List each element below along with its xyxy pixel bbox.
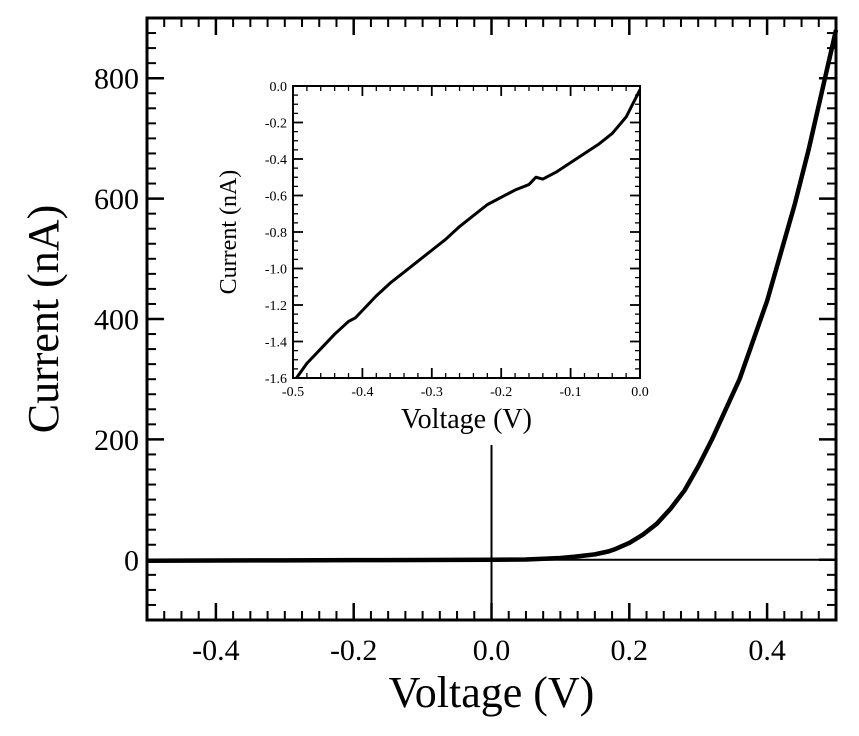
- main-y-tick-labels: 0 200 400 600 800: [94, 63, 139, 578]
- y-tick-label: -0.2: [265, 116, 287, 131]
- inset-plot: -0.5 -0.4 -0.3 -0.2 -0.1 0.0 0.0 -0.2 -0.4 -0.6 -…: [216, 80, 649, 435]
- y-tick-label: -0.4: [265, 153, 287, 168]
- y-tick-label: -1.6: [265, 372, 287, 387]
- inset-y-tick-labels: 0.0 -0.2 -0.4 -0.6 -0.8 -1.0 -1.2 -1.4 -1.6: [265, 80, 287, 387]
- x-tick-label: -0.2: [490, 385, 512, 400]
- inset-series: [295, 88, 642, 379]
- x-tick-label: -0.2: [330, 634, 378, 667]
- main-x-tick-labels: -0.4 -0.2 0.0 0.2 0.4: [192, 634, 786, 667]
- main-plot: -0.4 -0.2 0.0 0.2 0.4 0 200 400 600 800 Voltage …: [19, 16, 839, 717]
- main-major-ticks: [147, 18, 836, 620]
- series-line: [146, 29, 839, 564]
- x-tick-label: -0.5: [282, 385, 304, 400]
- y-tick-label: -0.8: [265, 226, 287, 241]
- y-tick-label: -1.4: [265, 335, 287, 350]
- inset-x-axis-label: Voltage (V): [401, 404, 532, 435]
- y-tick-label: -1.0: [265, 262, 287, 277]
- y-tick-label: 0.0: [270, 80, 288, 95]
- x-tick-label: -0.3: [421, 385, 443, 400]
- y-tick-label: 400: [94, 304, 139, 337]
- x-tick-label: 0.0: [631, 385, 649, 400]
- y-tick-label: 600: [94, 183, 139, 216]
- main-y-axis-label: Current (nA): [19, 205, 68, 434]
- x-tick-label: 0.0: [473, 634, 511, 667]
- series-line: [295, 88, 642, 379]
- y-tick-label: -1.2: [265, 299, 287, 314]
- y-tick-label: -0.6: [265, 189, 287, 204]
- inset-y-axis-label: Current (nA): [216, 170, 242, 295]
- x-tick-label: -0.4: [192, 634, 240, 667]
- inset-x-tick-labels: -0.5 -0.4 -0.3 -0.2 -0.1 0.0: [282, 385, 649, 400]
- y-tick-label: 800: [94, 63, 139, 96]
- main-x-axis-label: Voltage (V): [389, 668, 595, 717]
- x-tick-label: -0.4: [351, 385, 373, 400]
- y-tick-label: 0: [124, 544, 139, 577]
- x-tick-label: 0.4: [748, 634, 786, 667]
- main-reference-lines: [147, 445, 836, 620]
- main-series: [146, 29, 839, 564]
- inset-major-ticks: [292, 85, 641, 379]
- inset-background: [293, 86, 640, 378]
- inset-minor-ticks: [293, 86, 640, 378]
- x-tick-label: -0.1: [560, 385, 582, 400]
- y-tick-label: 200: [94, 424, 139, 457]
- x-tick-label: 0.2: [611, 634, 649, 667]
